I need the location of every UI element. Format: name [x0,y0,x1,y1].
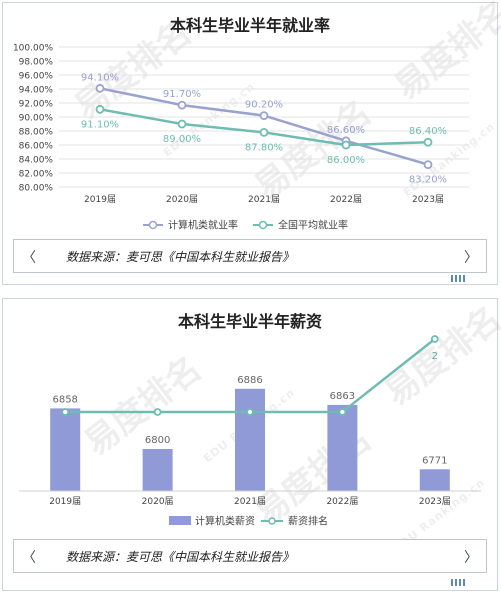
x-tick-label: 2021届 [234,496,266,507]
legend-label: 计算机类就业率 [168,219,238,232]
data-label: 86.40% [409,126,447,137]
data-label: 94.10% [81,72,119,83]
chevron-left-icon: 〈 [22,550,36,566]
data-label: 91.10% [81,119,119,130]
y-tick-label: 90.00% [19,114,54,124]
x-tick-label: 2021届 [248,194,280,205]
y-tick-label: 96.00% [19,72,54,82]
data-label: 83.20% [409,175,447,186]
y-tick-label: 86.00% [19,142,54,152]
chevron-right-icon: 〉 [464,550,478,566]
salary-bar [419,469,450,491]
chevron-right-icon: 〉 [464,250,478,266]
salary-bar-chart: 本科生毕业半年薪资 6858 6800 6886 6863 6771 2019届 2020… [19,312,481,528]
y-tick-label: 84.00% [19,156,54,166]
salary-bar [50,408,81,491]
y-tick-label: 92.00% [19,100,54,110]
ranking-point [153,408,162,416]
source-box: 〈 〉 数据来源：麦可思《中国本科生就业报告》 [13,539,487,573]
chevron-left-icon: 〈 [22,250,36,266]
x-tick-label: 2023届 [412,194,444,205]
y-tick-label: 80.00% [19,184,54,194]
bar-value-label: 6863 [330,391,355,402]
data-label: 89.00% [163,134,201,145]
data-label: 86.00% [327,155,365,166]
data-point [423,137,433,147]
bar-value-label: 6858 [52,394,77,405]
decorative-bars-icon [451,579,465,586]
bar-value-label: 6886 [237,375,262,386]
x-tick-label: 2022届 [330,194,362,205]
data-point [177,100,187,110]
x-tick-label: 2020届 [166,194,198,205]
employment-rate-panel: 易度排名 易度排名 易度排名 EDU Ranking.cn EDU Rankin… [2,0,501,285]
legend-label: 计算机类薪资 [195,515,255,528]
source-text: 数据来源：麦可思《中国本科生就业报告》 [66,250,295,264]
source-text: 数据来源：麦可思《中国本科生就业报告》 [66,550,295,564]
x-tick-label: 2019届 [84,194,116,205]
ranking-point [338,408,347,416]
source-box: 〈 〉 数据来源：麦可思《中国本科生就业报告》 [13,239,487,273]
chart-title: 本科生毕业半年薪资 [178,312,322,331]
x-tick-label: 2022届 [326,496,358,507]
legend-label: 薪资排名 [288,515,328,528]
legend-point-marker [258,220,268,230]
chart-title: 本科生毕业半年就业率 [170,16,330,35]
y-tick-label: 82.00% [19,170,54,180]
data-point [341,140,351,150]
legend-bar-marker [169,516,191,525]
decorative-bars-icon [451,275,465,282]
data-label: 90.20% [245,100,283,111]
y-tick-label: 94.00% [19,86,54,96]
data-point [423,160,433,170]
data-point [95,83,105,93]
x-tick-label: 2023届 [419,496,451,507]
data-point [259,111,269,120]
bar-value-label: 6800 [145,435,170,446]
x-tick-label: 2020届 [142,496,174,507]
data-point [177,119,187,129]
ranking-value-label: 2 [432,351,438,362]
legend-point-marker [148,220,158,230]
ranking-point [61,408,70,416]
data-label: 86.60% [327,125,365,136]
data-label: 87.80% [245,142,283,153]
legend-point-marker [268,517,276,525]
y-tick-label: 88.00% [19,128,54,138]
y-tick-label: 98.00% [19,58,54,68]
y-tick-label: 100.00% [13,44,53,54]
data-label: 91.70% [163,89,201,100]
bar-value-label: 6771 [422,455,447,466]
salary-bar [235,388,265,491]
salary-bar [327,404,358,491]
data-point [259,127,269,137]
salary-bar [142,449,173,491]
ranking-point [430,335,439,343]
employment-rate-line-chart: 本科生毕业半年就业率 80.00% 82.00% 84.00% 86.00% 88.00… [13,16,469,232]
x-tick-label: 2019届 [49,496,81,507]
ranking-point [246,408,254,416]
data-point [95,104,105,114]
salary-panel: 易度排名 易度排名 易度排名 EDU Ranking.cn EDU Rankin… [2,298,501,591]
legend-label: 全国平均就业率 [278,219,348,232]
